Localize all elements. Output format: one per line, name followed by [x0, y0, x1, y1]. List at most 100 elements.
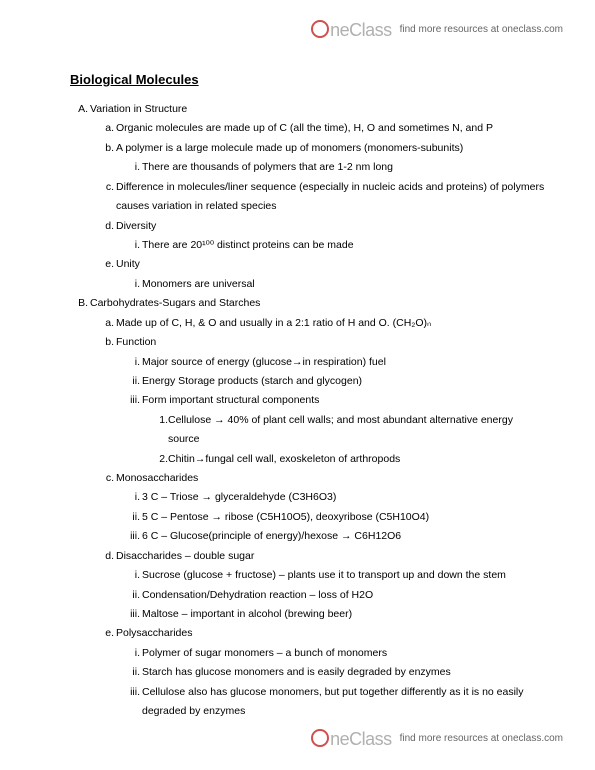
text: Function: [116, 336, 156, 348]
sub-item: ii.Energy Storage products (starch and g…: [142, 372, 547, 391]
marker: iii.: [118, 683, 140, 702]
text: Organic molecules are made up of C (all …: [116, 122, 493, 134]
marker: d.: [94, 217, 114, 236]
text: Cellulose also has glucose monomers, but…: [142, 686, 524, 717]
marker: iii.: [118, 527, 140, 546]
marker: iii.: [118, 605, 140, 624]
document-body: Biological Molecules A. Variation in Str…: [70, 68, 547, 722]
sub-item: i.Sucrose (glucose + fructose) – plants …: [142, 566, 547, 585]
logo-circle-icon: [311, 729, 329, 747]
brand-logo: neClass: [311, 723, 392, 756]
sub-item: iii.6 C – Glucose(principle of energy)/h…: [142, 527, 547, 546]
marker: B.: [68, 294, 88, 313]
sub-item: i.Monomers are universal: [142, 275, 547, 294]
text: There are 20¹⁰⁰ distinct proteins can be…: [142, 239, 354, 251]
section-a: A. Variation in Structure a.Organic mole…: [90, 100, 547, 294]
text: 5 C – Pentose → ribose (C5H10O5), deoxyr…: [142, 511, 429, 523]
item: d.Disaccharides – double sugar i.Sucrose…: [116, 547, 547, 625]
marker: ii.: [118, 508, 140, 527]
marker: d.: [94, 547, 114, 566]
sub-item: i.There are thousands of polymers that a…: [142, 158, 547, 177]
marker: ii.: [118, 663, 140, 682]
section-heading: Carbohydrates-Sugars and Starches: [90, 297, 260, 309]
marker: i.: [118, 158, 140, 177]
item: a.Made up of C, H, & O and usually in a …: [116, 314, 547, 333]
section-heading: Variation in Structure: [90, 103, 187, 115]
sub-item: i.3 C – Triose → glyceraldehyde (C3H6O3): [142, 488, 547, 507]
item: d.Diversity i.There are 20¹⁰⁰ distinct p…: [116, 217, 547, 256]
text: Unity: [116, 258, 140, 270]
text: Monomers are universal: [142, 278, 255, 290]
sub-item: ii.5 C – Pentose → ribose (C5H10O5), deo…: [142, 508, 547, 527]
item: b.A polymer is a large molecule made up …: [116, 139, 547, 178]
text: Cellulose → 40% of plant cell walls; and…: [168, 414, 513, 445]
marker: i.: [118, 488, 140, 507]
marker: i.: [118, 566, 140, 585]
text: Maltose – important in alcohol (brewing …: [142, 608, 352, 620]
text: Polymer of sugar monomers – a bunch of m…: [142, 647, 387, 659]
item: e.Unity i.Monomers are universal: [116, 255, 547, 294]
sub-sub-item: 2.Chitin→fungal cell wall, exoskeleton o…: [168, 450, 547, 469]
sub-item: i.Major source of energy (glucose→in res…: [142, 353, 547, 372]
text: Difference in molecules/liner sequence (…: [116, 181, 544, 212]
text: Monosaccharides: [116, 472, 198, 484]
marker: ii.: [118, 586, 140, 605]
text: Starch has glucose monomers and is easil…: [142, 666, 451, 678]
marker: 2.: [146, 450, 168, 469]
item: e.Polysaccharides i.Polymer of sugar mon…: [116, 624, 547, 721]
sub-item: iii.Cellulose also has glucose monomers,…: [142, 683, 547, 722]
sub-item: i.There are 20¹⁰⁰ distinct proteins can …: [142, 236, 547, 255]
marker: c.: [94, 469, 114, 488]
text: 3 C – Triose → glyceraldehyde (C3H6O3): [142, 491, 336, 503]
marker: i.: [118, 236, 140, 255]
header-tagline: find more resources at oneclass.com: [400, 21, 563, 40]
text: Polysaccharides: [116, 627, 192, 639]
sub-item: iii.Form important structural components…: [142, 391, 547, 469]
text: Sucrose (glucose + fructose) – plants us…: [142, 569, 506, 581]
sub-item: i.Polymer of sugar monomers – a bunch of…: [142, 644, 547, 663]
brand-name: neClass: [330, 723, 392, 756]
sub-sub-item: 1.Cellulose → 40% of plant cell walls; a…: [168, 411, 547, 450]
marker: i.: [118, 644, 140, 663]
sub-item: ii.Starch has glucose monomers and is ea…: [142, 663, 547, 682]
text: Major source of energy (glucose→in respi…: [142, 356, 386, 368]
text: Condensation/Dehydration reaction – loss…: [142, 589, 373, 601]
page-title: Biological Molecules: [70, 68, 547, 92]
brand-logo: neClass: [311, 14, 392, 47]
text: Made up of C, H, & O and usually in a 2:…: [116, 317, 431, 329]
marker: b.: [94, 333, 114, 352]
item: c.Monosaccharides i.3 C – Triose → glyce…: [116, 469, 547, 547]
text: Form important structural components: [142, 394, 319, 406]
section-b: B. Carbohydrates-Sugars and Starches a.M…: [90, 294, 547, 721]
item: a.Organic molecules are made up of C (al…: [116, 119, 547, 138]
sub-item: ii.Condensation/Dehydration reaction – l…: [142, 586, 547, 605]
marker: e.: [94, 624, 114, 643]
outline-root: A. Variation in Structure a.Organic mole…: [70, 100, 547, 722]
text: Disaccharides – double sugar: [116, 550, 254, 562]
marker: a.: [94, 119, 114, 138]
marker: b.: [94, 139, 114, 158]
page-footer: neClass find more resources at oneclass.…: [311, 723, 563, 756]
item: b.Function i.Major source of energy (glu…: [116, 333, 547, 469]
text: Diversity: [116, 220, 156, 232]
marker: i.: [118, 353, 140, 372]
page-header: neClass find more resources at oneclass.…: [311, 14, 563, 47]
text: 6 C – Glucose(principle of energy)/hexos…: [142, 530, 401, 542]
text: There are thousands of polymers that are…: [142, 161, 393, 173]
item: c.Difference in molecules/liner sequence…: [116, 178, 547, 217]
text: Chitin→fungal cell wall, exoskeleton of …: [168, 453, 400, 465]
logo-circle-icon: [311, 20, 329, 38]
text: A polymer is a large molecule made up of…: [116, 142, 463, 154]
marker: ii.: [118, 372, 140, 391]
text: Energy Storage products (starch and glyc…: [142, 375, 362, 387]
marker: iii.: [118, 391, 140, 410]
marker: A.: [68, 100, 88, 119]
marker: e.: [94, 255, 114, 274]
marker: i.: [118, 275, 140, 294]
marker: a.: [94, 314, 114, 333]
footer-tagline: find more resources at oneclass.com: [400, 730, 563, 749]
marker: c.: [94, 178, 114, 197]
brand-name: neClass: [330, 14, 392, 47]
sub-item: iii.Maltose – important in alcohol (brew…: [142, 605, 547, 624]
marker: 1.: [146, 411, 168, 430]
